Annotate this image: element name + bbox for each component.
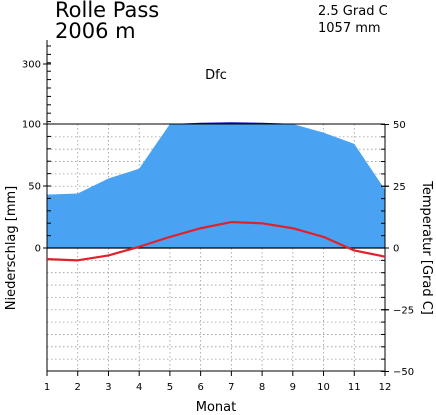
x-tick-label: 4 xyxy=(136,382,142,393)
x-tick-label: 2 xyxy=(75,382,81,393)
x-tick-label: 12 xyxy=(379,382,392,393)
tick-marks xyxy=(43,45,389,376)
mean-temperature: 2.5 Grad C xyxy=(318,4,388,19)
annual-precipitation: 1057 mm xyxy=(318,21,381,36)
precipitation-area xyxy=(47,124,385,248)
right-tick-label: 50 xyxy=(393,120,406,131)
x-tick-label: 7 xyxy=(228,382,234,393)
right-tick-label: −25 xyxy=(393,305,414,316)
station-elevation: 2006 m xyxy=(55,19,136,43)
x-axis-label: Monat xyxy=(196,400,236,415)
right-tick-label: −50 xyxy=(393,367,414,378)
x-tick-label: 10 xyxy=(317,382,330,393)
station-name: Rolle Pass xyxy=(55,0,160,22)
x-tick-label: 1 xyxy=(44,382,50,393)
right-axis-label: Temperatur [Grad C] xyxy=(419,180,434,315)
x-tick-label: 9 xyxy=(290,382,296,393)
x-tick-label: 5 xyxy=(167,382,173,393)
left-tick-label: 100 xyxy=(22,120,41,131)
left-tick-label: 50 xyxy=(28,182,41,193)
x-tick-label: 11 xyxy=(348,382,361,393)
chart-title: Dfc xyxy=(205,68,227,83)
x-tick-label: 8 xyxy=(259,382,265,393)
right-tick-label: 0 xyxy=(393,244,399,255)
temperature-line xyxy=(46,220,386,262)
left-tick-label: 300 xyxy=(22,60,41,71)
right-tick-label: 25 xyxy=(393,182,406,193)
left-axis-label: Niederschlag [mm] xyxy=(4,186,19,311)
temperature-series xyxy=(46,220,386,262)
left-tick-label: 0 xyxy=(35,244,41,255)
x-tick-label: 6 xyxy=(197,382,203,393)
x-tick-label: 3 xyxy=(105,382,111,393)
precipitation-areas xyxy=(47,122,385,248)
